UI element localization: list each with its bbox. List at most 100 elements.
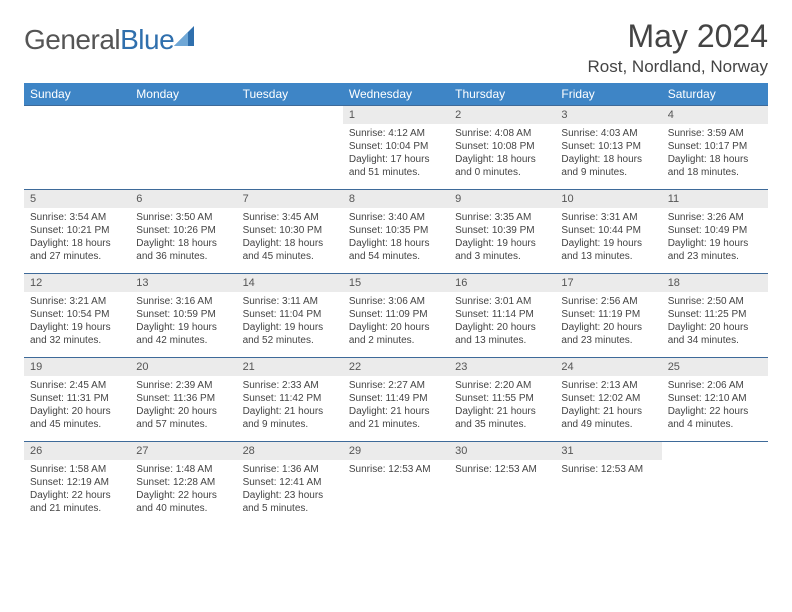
day-data: Sunrise: 3:31 AMSunset: 10:44 PMDaylight… [555, 208, 661, 267]
day-data: Sunrise: 3:54 AMSunset: 10:21 PMDaylight… [24, 208, 130, 267]
day-data: Sunrise: 1:48 AMSunset: 12:28 AMDaylight… [130, 460, 236, 519]
day-data: Sunrise: 3:40 AMSunset: 10:35 PMDaylight… [343, 208, 449, 267]
day-data: Sunrise: 4:08 AMSunset: 10:08 PMDaylight… [449, 124, 555, 183]
location: Rost, Nordland, Norway [588, 57, 768, 77]
brand-name-part2: Blue [120, 24, 174, 55]
calendar-cell: 16Sunrise: 3:01 AMSunset: 11:14 PMDaylig… [449, 274, 555, 358]
day-data: Sunrise: 2:50 AMSunset: 11:25 PMDaylight… [662, 292, 768, 351]
day-number: 18 [662, 274, 768, 292]
day-number: 10 [555, 190, 661, 208]
calendar-cell: 8Sunrise: 3:40 AMSunset: 10:35 PMDayligh… [343, 190, 449, 274]
calendar-cell: 22Sunrise: 2:27 AMSunset: 11:49 PMDaylig… [343, 358, 449, 442]
day-number: 30 [449, 442, 555, 460]
day-data: Sunrise: 2:20 AMSunset: 11:55 PMDaylight… [449, 376, 555, 435]
day-number: 23 [449, 358, 555, 376]
weekday-header: Sunday [24, 83, 130, 106]
calendar-cell: 23Sunrise: 2:20 AMSunset: 11:55 PMDaylig… [449, 358, 555, 442]
calendar-cell: 19Sunrise: 2:45 AMSunset: 11:31 PMDaylig… [24, 358, 130, 442]
day-number: 28 [237, 442, 343, 460]
calendar-row: 1Sunrise: 4:12 AMSunset: 10:04 PMDayligh… [24, 106, 768, 190]
day-data: Sunrise: 2:56 AMSunset: 11:19 PMDaylight… [555, 292, 661, 351]
day-data: Sunrise: 2:39 AMSunset: 11:36 PMDaylight… [130, 376, 236, 435]
calendar-cell: 31Sunrise: 12:53 AM [555, 442, 661, 526]
calendar-cell: 17Sunrise: 2:56 AMSunset: 11:19 PMDaylig… [555, 274, 661, 358]
day-data: Sunrise: 2:27 AMSunset: 11:49 PMDaylight… [343, 376, 449, 435]
calendar-row: 26Sunrise: 1:58 AMSunset: 12:19 AMDaylig… [24, 442, 768, 526]
calendar-cell: 6Sunrise: 3:50 AMSunset: 10:26 PMDayligh… [130, 190, 236, 274]
calendar-cell: 21Sunrise: 2:33 AMSunset: 11:42 PMDaylig… [237, 358, 343, 442]
day-number: 6 [130, 190, 236, 208]
day-data: Sunrise: 3:45 AMSunset: 10:30 PMDaylight… [237, 208, 343, 267]
calendar-cell: 14Sunrise: 3:11 AMSunset: 11:04 PMDaylig… [237, 274, 343, 358]
day-data: Sunrise: 2:33 AMSunset: 11:42 PMDaylight… [237, 376, 343, 435]
calendar-cell: 29Sunrise: 12:53 AM [343, 442, 449, 526]
header: GeneralBlue May 2024 Rost, Nordland, Nor… [24, 18, 768, 77]
day-data: Sunrise: 2:45 AMSunset: 11:31 PMDaylight… [24, 376, 130, 435]
calendar-cell: 18Sunrise: 2:50 AMSunset: 11:25 PMDaylig… [662, 274, 768, 358]
day-number: 19 [24, 358, 130, 376]
calendar-cell [662, 442, 768, 526]
calendar-cell: 10Sunrise: 3:31 AMSunset: 10:44 PMDaylig… [555, 190, 661, 274]
calendar-cell: 30Sunrise: 12:53 AM [449, 442, 555, 526]
day-number: 3 [555, 106, 661, 124]
day-number: 4 [662, 106, 768, 124]
day-number: 29 [343, 442, 449, 460]
day-number: 24 [555, 358, 661, 376]
brand-sail-icon [174, 26, 200, 53]
day-number: 12 [24, 274, 130, 292]
calendar-body: 1Sunrise: 4:12 AMSunset: 10:04 PMDayligh… [24, 106, 768, 526]
brand-logo: GeneralBlue [24, 24, 200, 56]
weekday-header: Thursday [449, 83, 555, 106]
day-number: 7 [237, 190, 343, 208]
calendar-cell: 11Sunrise: 3:26 AMSunset: 10:49 PMDaylig… [662, 190, 768, 274]
day-number: 17 [555, 274, 661, 292]
calendar-cell: 9Sunrise: 3:35 AMSunset: 10:39 PMDayligh… [449, 190, 555, 274]
calendar-cell: 28Sunrise: 1:36 AMSunset: 12:41 AMDaylig… [237, 442, 343, 526]
brand-name: GeneralBlue [24, 24, 174, 56]
calendar-cell: 4Sunrise: 3:59 AMSunset: 10:17 PMDayligh… [662, 106, 768, 190]
day-data: Sunrise: 12:53 AM [449, 460, 555, 480]
day-data: Sunrise: 4:03 AMSunset: 10:13 PMDaylight… [555, 124, 661, 183]
day-data: Sunrise: 3:35 AMSunset: 10:39 PMDaylight… [449, 208, 555, 267]
day-data: Sunrise: 4:12 AMSunset: 10:04 PMDaylight… [343, 124, 449, 183]
day-number: 14 [237, 274, 343, 292]
day-number: 21 [237, 358, 343, 376]
calendar-cell: 20Sunrise: 2:39 AMSunset: 11:36 PMDaylig… [130, 358, 236, 442]
day-number: 26 [24, 442, 130, 460]
day-data: Sunrise: 3:50 AMSunset: 10:26 PMDaylight… [130, 208, 236, 267]
calendar-cell: 13Sunrise: 3:16 AMSunset: 10:59 PMDaylig… [130, 274, 236, 358]
calendar-cell: 24Sunrise: 2:13 AMSunset: 12:02 AMDaylig… [555, 358, 661, 442]
day-number: 11 [662, 190, 768, 208]
day-data: Sunrise: 3:11 AMSunset: 11:04 PMDaylight… [237, 292, 343, 351]
title-block: May 2024 Rost, Nordland, Norway [588, 18, 768, 77]
day-data: Sunrise: 3:16 AMSunset: 10:59 PMDaylight… [130, 292, 236, 351]
calendar-cell: 2Sunrise: 4:08 AMSunset: 10:08 PMDayligh… [449, 106, 555, 190]
weekday-header: Monday [130, 83, 236, 106]
month-title: May 2024 [588, 18, 768, 55]
day-number: 25 [662, 358, 768, 376]
weekday-header: Friday [555, 83, 661, 106]
weekday-header: Wednesday [343, 83, 449, 106]
calendar-cell: 15Sunrise: 3:06 AMSunset: 11:09 PMDaylig… [343, 274, 449, 358]
day-data: Sunrise: 3:06 AMSunset: 11:09 PMDaylight… [343, 292, 449, 351]
weekday-header: Tuesday [237, 83, 343, 106]
calendar-cell: 27Sunrise: 1:48 AMSunset: 12:28 AMDaylig… [130, 442, 236, 526]
brand-name-part1: General [24, 24, 120, 55]
calendar-cell [24, 106, 130, 190]
day-number: 15 [343, 274, 449, 292]
day-data: Sunrise: 3:59 AMSunset: 10:17 PMDaylight… [662, 124, 768, 183]
day-number: 8 [343, 190, 449, 208]
calendar-cell [130, 106, 236, 190]
day-data: Sunrise: 2:13 AMSunset: 12:02 AMDaylight… [555, 376, 661, 435]
day-number: 2 [449, 106, 555, 124]
calendar-cell: 25Sunrise: 2:06 AMSunset: 12:10 AMDaylig… [662, 358, 768, 442]
day-data: Sunrise: 1:36 AMSunset: 12:41 AMDaylight… [237, 460, 343, 519]
day-number: 5 [24, 190, 130, 208]
calendar-cell: 5Sunrise: 3:54 AMSunset: 10:21 PMDayligh… [24, 190, 130, 274]
calendar-cell [237, 106, 343, 190]
calendar-cell: 7Sunrise: 3:45 AMSunset: 10:30 PMDayligh… [237, 190, 343, 274]
calendar-cell: 1Sunrise: 4:12 AMSunset: 10:04 PMDayligh… [343, 106, 449, 190]
calendar-row: 12Sunrise: 3:21 AMSunset: 10:54 PMDaylig… [24, 274, 768, 358]
day-data: Sunrise: 3:26 AMSunset: 10:49 PMDaylight… [662, 208, 768, 267]
calendar-header-row: SundayMondayTuesdayWednesdayThursdayFrid… [24, 83, 768, 106]
